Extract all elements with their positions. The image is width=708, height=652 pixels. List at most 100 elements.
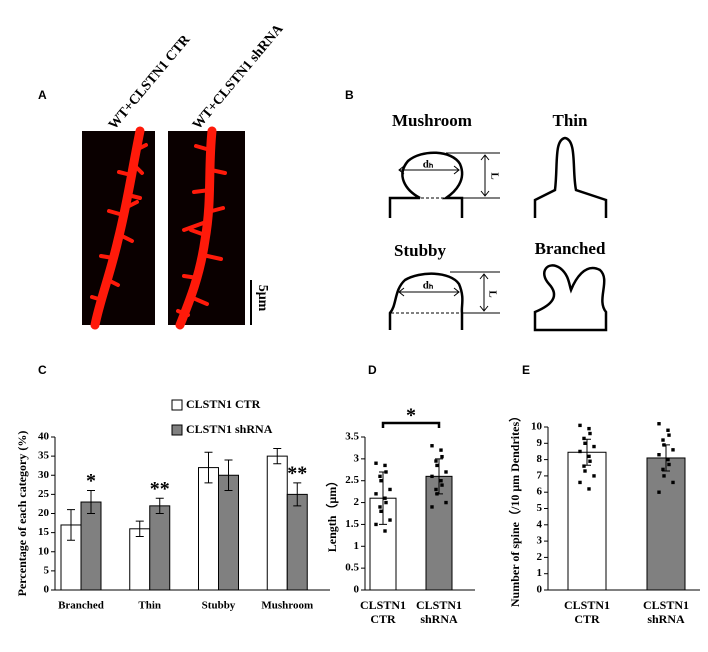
data-point — [657, 453, 661, 457]
measure — [398, 152, 500, 199]
x-tick-label: CLSTN1 — [564, 598, 610, 612]
y-tick-label: 3.5 — [345, 431, 359, 443]
data-point — [578, 480, 582, 485]
annotation: ** — [150, 478, 170, 500]
data-point — [667, 433, 671, 437]
data-point — [587, 426, 591, 431]
data-point — [440, 483, 444, 487]
y-tick-label: 0 — [44, 584, 50, 596]
y-tick-label: 25 — [38, 488, 50, 500]
data-point — [588, 431, 592, 436]
x-tick-label: Mushroom — [261, 600, 313, 612]
dim-label: L — [488, 172, 500, 179]
y-tick-label: 9 — [537, 437, 543, 449]
data-point — [582, 464, 586, 468]
data-point — [592, 444, 596, 449]
y-tick-label: 1 — [354, 540, 360, 552]
panel-label: D — [368, 363, 377, 377]
image-label: WT+CLSTN1 CTR — [106, 32, 194, 133]
bar — [80, 501, 102, 591]
data-point — [439, 479, 443, 483]
bar — [198, 467, 219, 591]
data-point — [662, 443, 666, 447]
panel-label: C — [38, 363, 47, 377]
data-point — [383, 496, 387, 500]
data-point — [430, 505, 434, 509]
panel-label: E — [522, 363, 530, 377]
data-point — [435, 463, 439, 468]
y-tick-label: 35 — [38, 450, 50, 462]
data-point — [592, 474, 596, 478]
shape-label: Stubby — [394, 241, 446, 260]
data-point — [384, 500, 388, 505]
data-point — [662, 474, 666, 478]
error-bar — [155, 497, 164, 514]
panel-label: B — [345, 88, 354, 102]
data-point — [661, 438, 665, 442]
error-bar — [87, 490, 95, 514]
y-tick-label: 20 — [38, 507, 50, 519]
dendrite — [175, 126, 217, 330]
y-tick-label: 0 — [537, 584, 543, 596]
data-point — [444, 470, 448, 474]
data-point — [671, 480, 675, 485]
bar — [425, 475, 453, 591]
panel-b: B Mushroom Thin Stubby Branched dₕ L dₕ … — [345, 88, 608, 332]
y-tick-label: 8 — [537, 453, 543, 465]
y-tick-label: 2.5 — [345, 474, 359, 486]
error-bar — [135, 520, 144, 537]
legend-swatch — [171, 399, 183, 411]
data-point — [657, 490, 661, 494]
y-tick-label: 0 — [354, 584, 360, 596]
x-tick-label: CLSTN1 — [360, 598, 406, 612]
x-tick-label: shRNA — [420, 612, 458, 626]
shape-label: Branched — [535, 239, 606, 258]
data-point — [434, 487, 438, 492]
image-label: WT+CLSTN1 shRNA — [190, 21, 287, 132]
data-point — [378, 505, 382, 509]
data-point — [388, 487, 392, 492]
data-point — [666, 428, 670, 432]
y-axis-label: Number of spine（/10 μm Dendrites） — [507, 410, 522, 607]
data-point — [383, 529, 387, 533]
bar — [567, 451, 607, 591]
dim-label: dₕ — [423, 280, 434, 292]
data-point — [430, 444, 434, 448]
y-tick-label: 1.5 — [345, 518, 359, 530]
data-point — [666, 457, 670, 462]
y-axis-label: Length（μm） — [324, 475, 339, 552]
significance-label: * — [406, 405, 416, 427]
significance-bracket — [381, 421, 441, 428]
y-tick-label: 30 — [38, 469, 50, 481]
data-point — [657, 422, 661, 426]
y-tick-label: 6 — [537, 486, 543, 498]
spines — [176, 144, 227, 317]
data-point — [383, 463, 387, 468]
x-tick-label: Thin — [138, 600, 161, 612]
data-point — [435, 492, 439, 496]
dim-label: dₕ — [423, 159, 434, 171]
data-point — [587, 454, 591, 459]
x-tick-label: CTR — [370, 612, 396, 626]
data-point — [439, 448, 443, 452]
error-bar — [67, 509, 75, 541]
annotation: * — [86, 470, 96, 492]
y-tick-label: 10 — [531, 421, 543, 433]
mushroom-shape — [388, 151, 464, 218]
data-point — [587, 487, 591, 491]
legend-swatch — [171, 424, 183, 436]
x-tick-label: CLSTN1 — [416, 598, 462, 612]
y-tick-label: 3 — [537, 535, 543, 547]
data-point — [667, 462, 671, 467]
y-tick-label: 2 — [354, 496, 360, 508]
y-tick-label: 40 — [38, 431, 50, 443]
data-point — [430, 474, 434, 479]
shape-label: Thin — [553, 111, 589, 130]
data-point — [583, 469, 587, 473]
x-tick-label: shRNA — [647, 612, 685, 626]
stubby-shape — [388, 272, 464, 330]
data-point — [374, 522, 378, 527]
bar — [149, 505, 171, 591]
bar — [646, 457, 686, 591]
dim-label: L — [486, 290, 498, 297]
